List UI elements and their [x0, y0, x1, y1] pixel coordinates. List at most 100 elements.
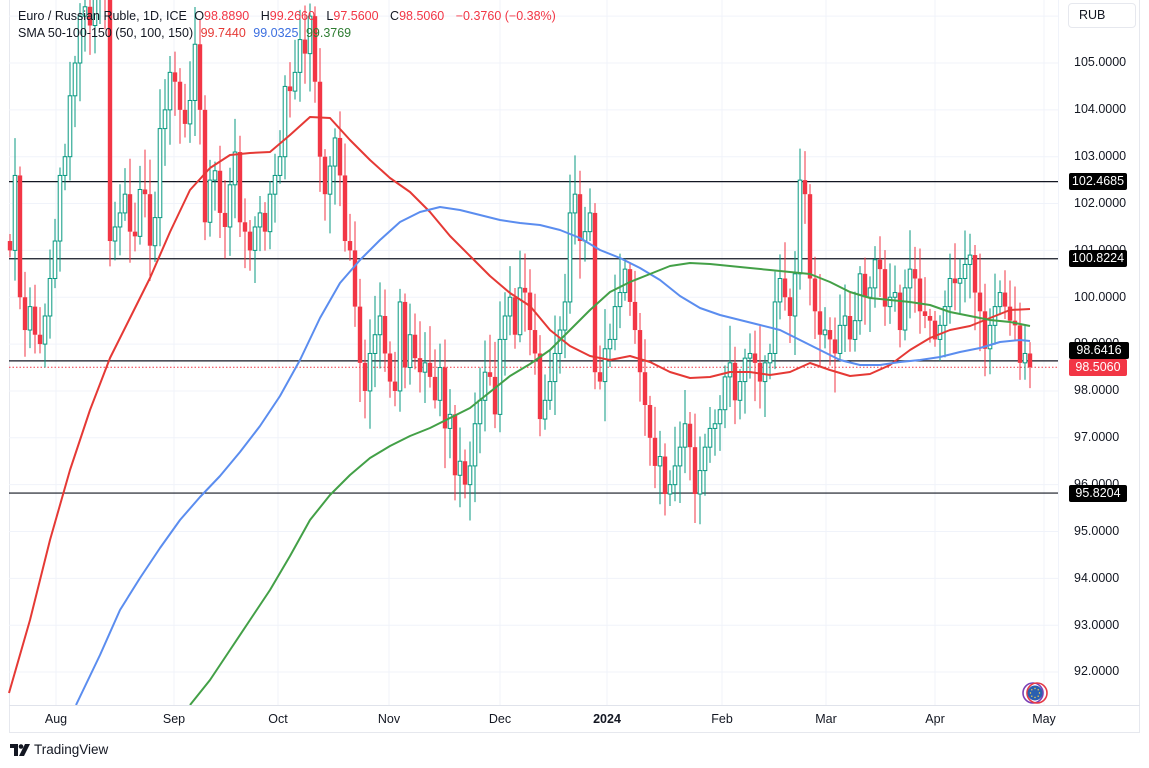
candle — [92, 0, 98, 54]
candle — [822, 307, 828, 349]
candle — [827, 317, 833, 366]
candle — [362, 339, 368, 419]
candlesticks — [7, 0, 1033, 525]
candle — [27, 287, 33, 349]
candle — [877, 236, 883, 297]
candle — [104, 0, 106, 30]
candle — [577, 170, 583, 279]
candle — [792, 251, 798, 355]
candle — [942, 290, 948, 358]
candle — [172, 51, 178, 116]
candle — [127, 158, 133, 263]
candle — [977, 253, 983, 352]
candle — [707, 406, 713, 463]
candle — [252, 216, 258, 283]
candle — [342, 143, 348, 252]
x-tick: Apr — [925, 712, 945, 726]
candle — [137, 165, 143, 245]
candle — [212, 161, 218, 211]
indicator-name[interactable]: SMA 50-100-150 (50, 100, 150) — [18, 26, 194, 40]
candle — [292, 39, 298, 100]
candle — [527, 269, 533, 356]
candle — [922, 277, 928, 329]
candle — [107, 0, 113, 267]
candle — [667, 470, 673, 507]
candle — [1022, 325, 1028, 380]
candle — [262, 202, 268, 251]
candle — [162, 79, 168, 166]
candle — [192, 7, 198, 137]
candle — [497, 301, 503, 433]
x-tick: May — [1032, 712, 1056, 726]
candle — [7, 234, 13, 258]
candle — [277, 130, 283, 184]
x-tick: Aug — [44, 712, 68, 726]
candle — [287, 62, 293, 118]
candle — [797, 148, 803, 290]
candle — [627, 262, 633, 316]
candle — [1007, 280, 1013, 336]
candle — [99, 0, 101, 25]
candle — [167, 55, 173, 145]
candle — [547, 351, 553, 410]
tradingview-logo[interactable]: TradingView — [10, 742, 108, 757]
y-tick: 104.0000 — [1074, 102, 1127, 116]
candle — [642, 339, 648, 436]
candle — [842, 284, 848, 352]
candle — [387, 341, 393, 398]
candle — [487, 334, 493, 386]
candle — [37, 307, 43, 354]
symbol-name[interactable]: Euro / Russian Ruble, 1D, ICE — [18, 9, 187, 23]
candle — [247, 219, 253, 271]
candle — [622, 258, 628, 301]
candle — [932, 310, 938, 347]
currency-selector[interactable]: RUB — [1068, 3, 1136, 28]
sma150-value: 99.3769 — [305, 26, 352, 40]
chart-plot-area[interactable] — [0, 0, 1058, 705]
candle — [902, 269, 908, 341]
candle — [582, 206, 588, 262]
level-tag-95: 95.8204 — [1069, 485, 1127, 502]
candle — [132, 202, 138, 252]
candle — [997, 280, 1003, 316]
candle — [382, 289, 388, 372]
eu-flag-icon[interactable] — [1021, 682, 1053, 704]
candle — [372, 295, 378, 388]
candle — [12, 138, 18, 281]
x-tick: Mar — [815, 712, 837, 726]
candle — [507, 266, 513, 336]
candle — [1002, 270, 1008, 319]
candle — [477, 367, 483, 454]
candle — [67, 61, 73, 181]
candle — [542, 374, 548, 430]
change-value: −0.3760 (−0.38%) — [455, 9, 556, 23]
open-value: 98.8890 — [204, 9, 250, 23]
candle — [657, 430, 663, 505]
candle — [882, 250, 888, 326]
y-tick: 105.0000 — [1074, 55, 1127, 69]
sma-line — [189, 262, 1031, 705]
candle — [322, 149, 328, 221]
candle — [437, 343, 443, 417]
close-label: C — [390, 9, 400, 23]
candle — [687, 411, 693, 481]
candle — [832, 317, 838, 393]
candle — [967, 233, 973, 299]
candle — [267, 180, 273, 250]
candle — [682, 389, 688, 474]
sma-line — [8, 116, 1031, 694]
candle — [237, 135, 243, 238]
candle — [432, 349, 438, 409]
y-tick: 102.0000 — [1074, 196, 1127, 210]
candle — [197, 19, 203, 145]
candle — [817, 274, 823, 368]
y-tick: 97.0000 — [1074, 430, 1120, 444]
candle — [857, 266, 863, 335]
price-axis-separator — [1058, 0, 1059, 705]
low-label: L — [326, 9, 334, 23]
candle — [772, 271, 778, 370]
grid-lines — [9, 0, 1058, 705]
candle — [57, 167, 63, 272]
candle — [537, 335, 543, 437]
candle — [892, 265, 898, 312]
